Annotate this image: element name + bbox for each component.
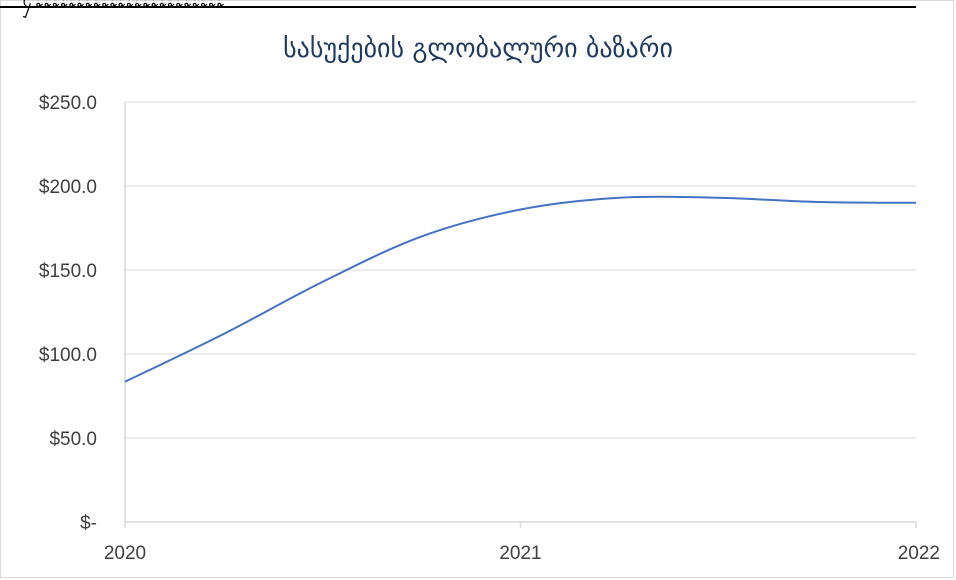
y-tick-label: $150.0 (39, 261, 97, 282)
y-tick-label: $- (80, 513, 97, 534)
series-line (124, 195, 917, 383)
cut-off-heading-text: ႁႊႊႊႊႊႊႊႊႊႊႊႊႊႊႊႊႊႊႊႊႊႊႊ (0, 0, 956, 11)
top-rule-line (0, 6, 916, 8)
y-tick-label: $200.0 (39, 177, 97, 198)
y-tick-label: $100.0 (39, 345, 97, 366)
cut-off-heading: ႁႊႊႊႊႊႊႊႊႊႊႊႊႊႊႊႊႊႊႊႊႊႊႊ (0, 0, 956, 11)
y-tick-label: $250.0 (39, 93, 97, 114)
x-tick-label: 2020 (104, 543, 146, 564)
x-tick-label: 2021 (499, 543, 541, 564)
chart-title: სასუქების გლობალური ბაზარი (283, 34, 673, 64)
y-tick-label: $50.0 (49, 429, 97, 450)
x-tick-label: 2022 (898, 543, 940, 564)
